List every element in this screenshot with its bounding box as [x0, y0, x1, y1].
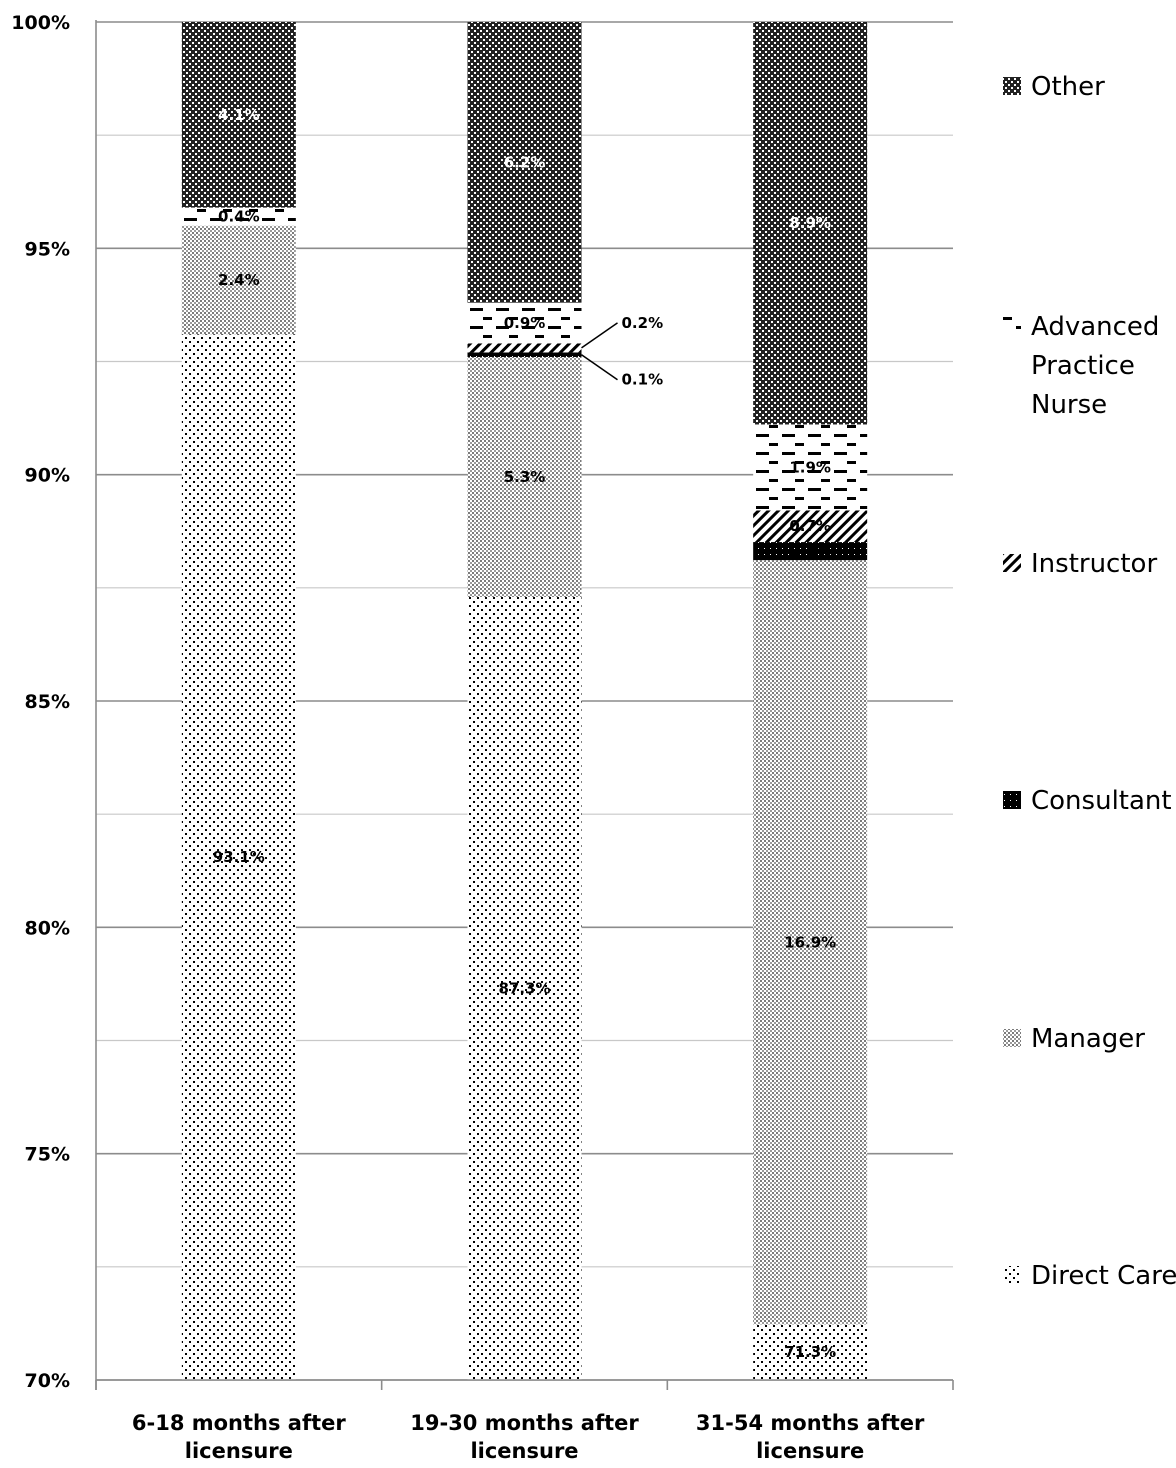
- legend-label: Advanced Practice Nurse: [1031, 312, 1159, 420]
- x-tick-label: 19-30 months after licensure: [410, 1411, 639, 1463]
- bar-segment-sparse-dots: [181, 334, 296, 1381]
- y-tick-label: 85%: [25, 691, 70, 713]
- data-label: 93.1%: [213, 848, 265, 866]
- data-label: 0.1%: [622, 371, 664, 389]
- data-label-leader: [581, 322, 618, 349]
- legend-label: Instructor: [1031, 549, 1157, 579]
- bar-segment-dark-check: [467, 22, 582, 303]
- y-tick-label: 95%: [25, 238, 70, 260]
- bars: [181, 22, 868, 1381]
- data-label: 4.1%: [218, 106, 260, 124]
- legend-label: Direct Care: [1031, 1261, 1176, 1291]
- x-tick-label: 6-18 months after licensure: [132, 1411, 347, 1463]
- y-tick-label: 90%: [25, 465, 70, 487]
- data-label: 0.9%: [504, 314, 546, 332]
- data-labels: 93.1% 2.4% 0.4% 4.1% 87.3% 5.3% 0.1% 0.2% 0.9% 6.…: [213, 106, 836, 1361]
- bar-segment-diagonal: [753, 510, 868, 543]
- y-tick-label: 70%: [25, 1370, 70, 1392]
- bar-segment-dashes: [181, 207, 296, 226]
- legend-label: Consultant: [1031, 786, 1172, 816]
- legend-swatch-sparse-dots: [1003, 1266, 1021, 1284]
- bar-segment-dashes: [753, 424, 868, 511]
- legend-swatch-dark-check: [1003, 77, 1021, 95]
- y-tick-label: 75%: [25, 1144, 70, 1166]
- data-label-leader: [581, 354, 618, 381]
- data-label: 8.9%: [789, 214, 831, 232]
- data-label: 0.7%: [789, 517, 831, 535]
- bar-segment-sparse-dots: [467, 596, 582, 1380]
- bar-segment-dense-dots: [467, 356, 582, 597]
- bar-segment-dark-check: [181, 22, 296, 208]
- data-label: 2.4%: [218, 271, 260, 289]
- bar-segment-dense-dots: [181, 225, 296, 335]
- x-tick-label: 31-54 months after licensure: [696, 1411, 925, 1463]
- data-label: 5.3%: [504, 468, 546, 486]
- data-label: 0.4%: [789, 542, 831, 560]
- y-tick-label: 100%: [11, 12, 70, 34]
- legend-swatch-diagonal: [1003, 554, 1021, 572]
- bar-segment-solid-black: [753, 542, 868, 561]
- data-label: 71.3%: [784, 1343, 836, 1361]
- bar-segment-dense-dots: [753, 560, 868, 1325]
- axes: 70% 75% 80% 85% 90% 95% 100% 6-18 months after l…: [11, 12, 954, 1463]
- data-label: 0.2%: [622, 314, 664, 332]
- bar-segment-dark-check: [753, 22, 868, 425]
- legend-label: Manager: [1031, 1024, 1145, 1054]
- legend-swatch-dense-dots: [1003, 1029, 1021, 1047]
- data-label: 1.9%: [789, 458, 831, 476]
- bar-segment-solid-black: [467, 352, 582, 357]
- legend-swatch-dashes: [1003, 317, 1021, 335]
- legend: Direct Care Manager Consultant Instructor Ad…: [1003, 72, 1176, 1291]
- bar-segment-diagonal: [467, 343, 582, 353]
- bar-segment-sparse-dots: [753, 1324, 868, 1380]
- data-label: 6.2%: [504, 153, 546, 171]
- data-label: 87.3%: [498, 979, 550, 997]
- legend-label: Other: [1031, 72, 1105, 102]
- y-tick-label: 80%: [25, 917, 70, 939]
- legend-swatch-solid-black: [1003, 791, 1021, 809]
- bar-segment-dashes: [467, 302, 582, 344]
- data-label: 16.9%: [784, 933, 836, 951]
- data-label: 0.4%: [218, 208, 260, 226]
